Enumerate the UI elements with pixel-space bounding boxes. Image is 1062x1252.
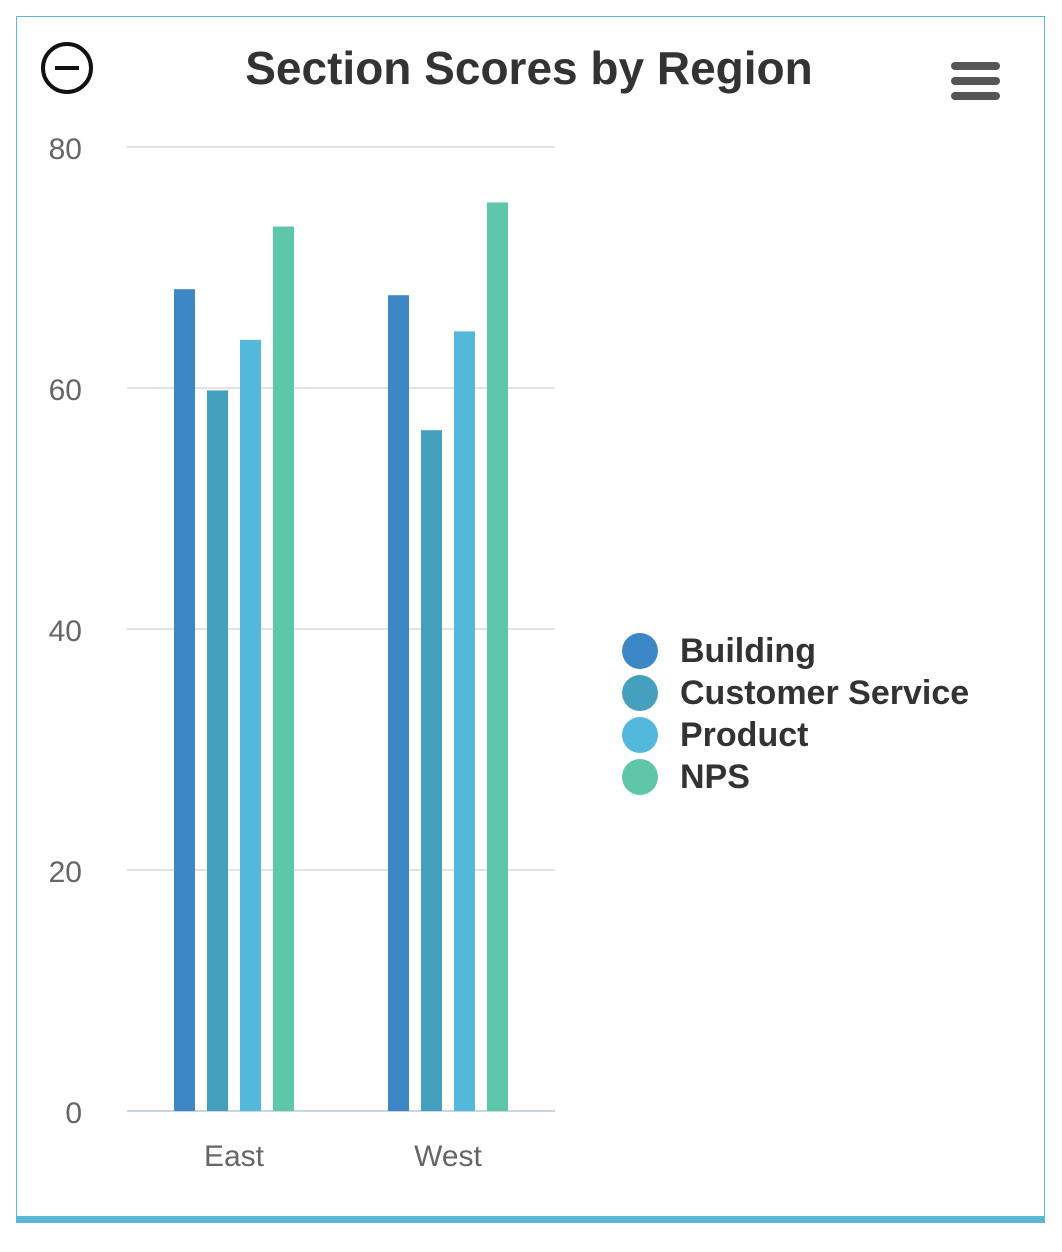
y-tick-label: 80 <box>49 133 82 166</box>
y-tick-label: 60 <box>49 374 82 407</box>
collapse-icon[interactable] <box>41 42 93 94</box>
legend-label: NPS <box>680 758 750 796</box>
bar <box>273 226 294 1111</box>
bar <box>454 331 475 1111</box>
bar <box>421 430 442 1111</box>
x-tick-label: West <box>414 1140 482 1173</box>
collapse-button[interactable] <box>41 42 93 94</box>
legend-marker <box>622 759 658 795</box>
legend-marker <box>622 717 658 753</box>
legend-label: Product <box>680 716 808 754</box>
bar <box>240 339 261 1111</box>
y-tick-label: 20 <box>49 856 82 889</box>
y-tick-label: 0 <box>65 1097 82 1130</box>
menu-button[interactable] <box>951 62 1000 100</box>
y-tick-label: 40 <box>49 615 82 648</box>
legend-marker <box>622 675 658 711</box>
bar <box>207 390 228 1111</box>
chart-title: Section Scores by Region <box>245 42 812 94</box>
x-tick-label: East <box>204 1140 265 1173</box>
bar <box>388 295 409 1112</box>
legend-label: Customer Service <box>680 674 969 712</box>
card-bottom-bar <box>16 1216 1045 1223</box>
legend-marker <box>622 633 658 669</box>
bar <box>174 289 195 1111</box>
bar <box>487 202 508 1111</box>
legend-label: Building <box>680 632 816 670</box>
card <box>16 16 1045 1222</box>
